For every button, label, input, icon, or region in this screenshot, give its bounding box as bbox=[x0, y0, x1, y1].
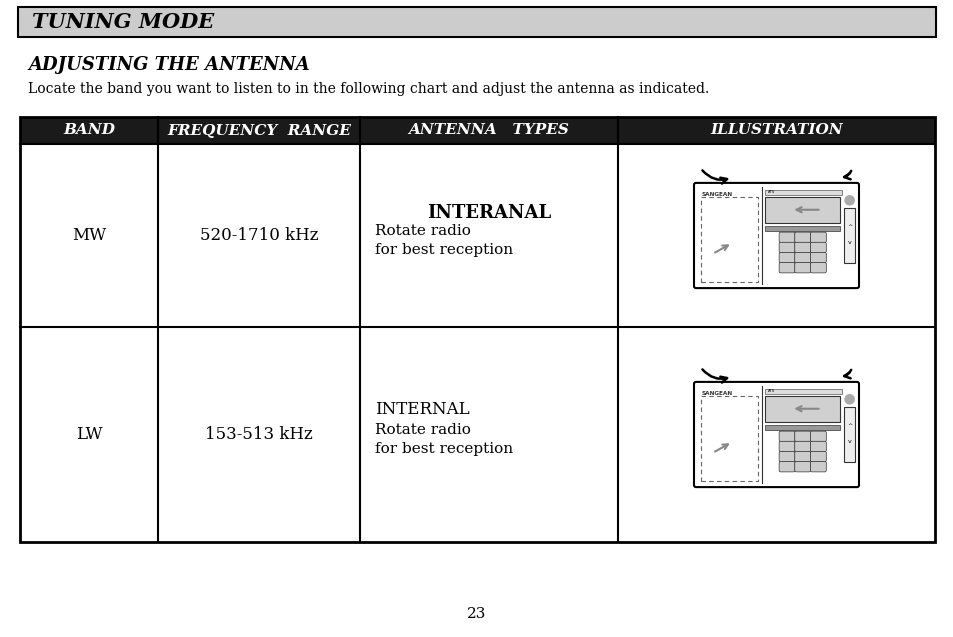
FancyBboxPatch shape bbox=[794, 262, 810, 273]
Text: ANTENNA   TYPES: ANTENNA TYPES bbox=[408, 124, 569, 138]
FancyBboxPatch shape bbox=[794, 452, 810, 462]
FancyBboxPatch shape bbox=[809, 252, 825, 262]
FancyBboxPatch shape bbox=[693, 382, 858, 487]
FancyBboxPatch shape bbox=[794, 252, 810, 262]
Text: BAND: BAND bbox=[63, 124, 115, 138]
Text: ATS: ATS bbox=[767, 389, 774, 393]
FancyBboxPatch shape bbox=[779, 262, 794, 273]
Text: ATS: ATS bbox=[767, 190, 774, 194]
Text: FREQUENCY  RANGE: FREQUENCY RANGE bbox=[167, 124, 351, 138]
Text: TUNING MODE: TUNING MODE bbox=[32, 12, 213, 32]
Text: v: v bbox=[847, 440, 851, 445]
Text: ^: ^ bbox=[846, 224, 851, 229]
FancyBboxPatch shape bbox=[779, 462, 794, 472]
FancyBboxPatch shape bbox=[794, 441, 810, 452]
Bar bbox=[764, 426, 840, 430]
FancyBboxPatch shape bbox=[809, 462, 825, 472]
FancyBboxPatch shape bbox=[809, 262, 825, 273]
FancyBboxPatch shape bbox=[794, 232, 810, 243]
Text: Rotate radio
for best reception: Rotate radio for best reception bbox=[375, 224, 513, 257]
Bar bbox=[700, 197, 757, 282]
Bar bbox=[20, 117, 934, 144]
Text: INTERNAL: INTERNAL bbox=[375, 401, 469, 418]
FancyBboxPatch shape bbox=[779, 252, 794, 262]
Bar bbox=[843, 406, 854, 462]
Text: 520-1710 kHz: 520-1710 kHz bbox=[199, 227, 318, 244]
FancyBboxPatch shape bbox=[779, 441, 794, 452]
FancyBboxPatch shape bbox=[809, 431, 825, 441]
FancyBboxPatch shape bbox=[779, 452, 794, 462]
FancyBboxPatch shape bbox=[779, 431, 794, 441]
Text: 23: 23 bbox=[467, 607, 486, 621]
Bar bbox=[843, 208, 854, 263]
Circle shape bbox=[844, 196, 853, 205]
FancyBboxPatch shape bbox=[779, 232, 794, 243]
Text: Rotate radio
for best reception: Rotate radio for best reception bbox=[375, 423, 513, 456]
Text: 153-513 kHz: 153-513 kHz bbox=[205, 426, 313, 443]
FancyBboxPatch shape bbox=[809, 452, 825, 462]
Text: INTERANAL: INTERANAL bbox=[426, 204, 551, 222]
Bar bbox=[764, 389, 841, 394]
Text: v: v bbox=[847, 240, 851, 245]
Text: LW: LW bbox=[75, 426, 102, 443]
FancyBboxPatch shape bbox=[809, 232, 825, 243]
Circle shape bbox=[844, 395, 853, 404]
Bar bbox=[20, 117, 934, 542]
Text: ADJUSTING THE ANTENNA: ADJUSTING THE ANTENNA bbox=[28, 56, 310, 74]
FancyBboxPatch shape bbox=[809, 441, 825, 452]
Text: SANGEAN: SANGEAN bbox=[700, 391, 732, 396]
Bar bbox=[764, 396, 840, 422]
FancyBboxPatch shape bbox=[794, 242, 810, 253]
Text: ILLUSTRATION: ILLUSTRATION bbox=[709, 124, 842, 138]
Text: ^: ^ bbox=[846, 423, 851, 428]
FancyBboxPatch shape bbox=[779, 242, 794, 253]
FancyBboxPatch shape bbox=[794, 431, 810, 441]
Bar bbox=[764, 197, 840, 222]
Bar bbox=[764, 226, 840, 231]
Text: Locate the band you want to listen to in the following chart and adjust the ante: Locate the band you want to listen to in… bbox=[28, 82, 708, 96]
Text: SANGEAN: SANGEAN bbox=[700, 192, 732, 197]
Bar bbox=[18, 7, 935, 37]
FancyBboxPatch shape bbox=[809, 242, 825, 253]
FancyBboxPatch shape bbox=[794, 462, 810, 472]
FancyBboxPatch shape bbox=[693, 183, 858, 288]
Text: MW: MW bbox=[71, 227, 106, 244]
Bar bbox=[700, 396, 757, 480]
Bar bbox=[764, 189, 841, 195]
